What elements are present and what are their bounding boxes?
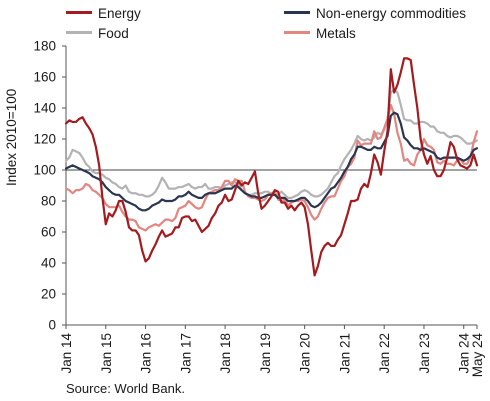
- chart-series: [64, 57, 479, 277]
- x-tick-label: Jan 21: [337, 333, 352, 374]
- x-tick-label: Jan 16: [139, 333, 154, 374]
- y-tick-label: 180: [33, 39, 56, 54]
- x-tick-label: May 24: [470, 333, 485, 378]
- x-tick-label: Jan 22: [377, 333, 392, 374]
- chart-axes: 0 20 40 60 80 100 120 140 160 180 Jan 14 Jan 15 Jan …: [33, 39, 485, 378]
- y-tick-label: 120: [33, 132, 56, 147]
- x-tick-label: Jan 23: [417, 333, 432, 374]
- y-tick-label: 0: [48, 318, 56, 333]
- y-tick-label: 80: [41, 194, 56, 209]
- series-line-energy: [64, 57, 479, 277]
- x-tick-label: Jan 19: [258, 333, 273, 374]
- x-tick-label: Jan 15: [99, 333, 114, 374]
- legend-item-non-energy: Non-energy commodities: [284, 6, 466, 22]
- legend-item-energy: Energy: [66, 6, 141, 22]
- legend-label-food: Food: [98, 26, 129, 41]
- legend-item-food: Food: [66, 26, 129, 42]
- x-tick-label: Jan 20: [298, 333, 313, 374]
- y-tick-label: 40: [41, 256, 56, 271]
- legend-swatch-non-energy: [284, 10, 310, 14]
- x-tick-label: Jan 17: [178, 333, 193, 374]
- y-tick-label: 160: [33, 70, 56, 85]
- series-line-metals: [64, 103, 479, 232]
- x-tick-label: Jan 18: [218, 333, 233, 374]
- source-note: Source: World Bank.: [66, 381, 185, 396]
- legend-swatch-metals: [284, 30, 310, 34]
- series-line-food: [64, 88, 479, 199]
- x-tick-label: Jan 24: [457, 333, 472, 374]
- legend-item-metals: Metals: [284, 26, 356, 42]
- y-tick-label: 100: [33, 163, 56, 178]
- x-tick-label: Jan 14: [59, 333, 74, 374]
- y-tick-label: 20: [41, 287, 56, 302]
- legend-swatch-energy: [66, 10, 92, 14]
- legend-label-energy: Energy: [98, 6, 141, 21]
- y-tick-label: 140: [33, 101, 56, 116]
- legend-label-metals: Metals: [316, 26, 356, 41]
- y-axis-label: Index 2010=100: [4, 88, 19, 186]
- legend-label-non-energy: Non-energy commodities: [316, 6, 467, 21]
- y-tick-label: 60: [41, 225, 56, 240]
- legend-swatch-food: [66, 30, 92, 34]
